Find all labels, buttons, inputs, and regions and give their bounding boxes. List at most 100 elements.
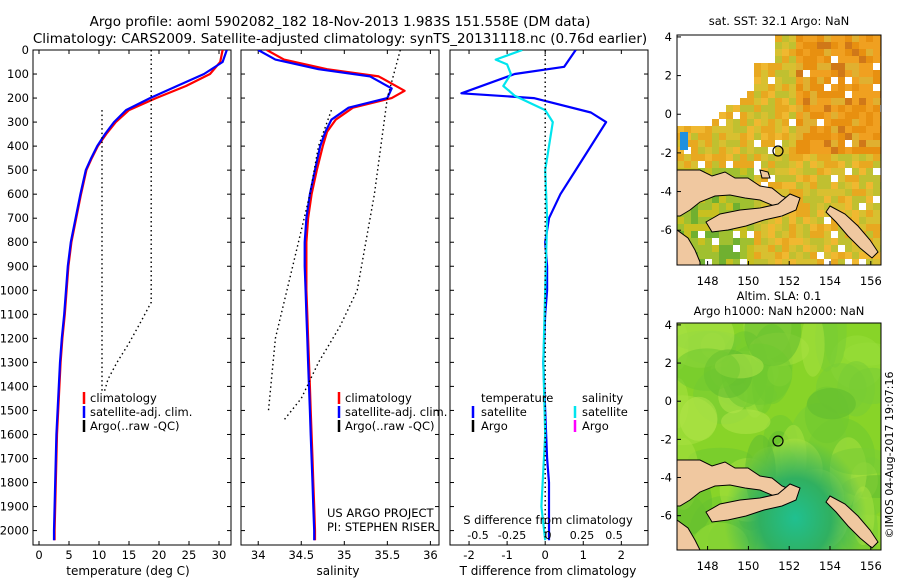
- sst-cell: [810, 133, 817, 140]
- sst-cell: [719, 259, 726, 265]
- sst-cell: [873, 189, 880, 196]
- sst-cell: [705, 245, 712, 252]
- sst-cell: [817, 70, 824, 77]
- sst-cell: [831, 161, 838, 168]
- sst-cell: [768, 126, 775, 133]
- sst-cell: [768, 252, 775, 259]
- sst-cell: [719, 161, 726, 168]
- sst-cell: [740, 203, 747, 210]
- difference-plot-frame: [449, 49, 649, 546]
- sst-cell: [824, 70, 831, 77]
- sst-cell: [789, 56, 796, 63]
- s-tick-label: -0.5: [467, 529, 488, 542]
- sst-cell: [873, 252, 880, 259]
- sst-cell: [845, 210, 852, 217]
- sst-cell: [859, 189, 866, 196]
- temperature-plot-frame: [32, 49, 232, 546]
- sst-cell: [824, 231, 831, 238]
- sst-cell: [866, 70, 873, 77]
- sst-cell: [782, 189, 789, 196]
- sst-cell: [859, 35, 866, 42]
- sst-cell: [740, 168, 747, 175]
- sst-cell: [845, 147, 852, 154]
- sst-cell: [747, 175, 754, 182]
- sst-cell: [789, 154, 796, 161]
- sst-cell: [754, 133, 761, 140]
- sst-cell: [789, 252, 796, 259]
- y-tick-label: 0: [22, 43, 29, 57]
- y-tick-label: 1900: [0, 500, 29, 514]
- y-tick-label: 1400: [0, 379, 29, 393]
- sst-cell: [803, 238, 810, 245]
- sst-cell: [859, 91, 866, 98]
- sst-cell: [803, 245, 810, 252]
- sst-cell: [810, 56, 817, 63]
- sst-cell: [740, 140, 747, 147]
- sst-cell: [831, 112, 838, 119]
- map-x-tick-label: 150: [737, 559, 759, 573]
- sst-cell: [810, 119, 817, 126]
- sst-cell: [873, 70, 880, 77]
- sst-cell: [761, 126, 768, 133]
- map-y-tick-label: -6: [661, 509, 672, 523]
- sst-cell: [873, 182, 880, 189]
- sst-cell: [712, 126, 719, 133]
- sst-cell: [810, 259, 817, 265]
- sst-cell: [824, 56, 831, 63]
- sst-cell: [845, 182, 852, 189]
- argo-position-marker: [772, 145, 784, 157]
- x-tick-label: 20: [152, 548, 167, 562]
- sst-cell: [866, 133, 873, 140]
- x-tick-label: 0: [35, 548, 42, 562]
- sst-cell: [824, 49, 831, 56]
- figure-title-line1: Argo profile: aoml 5902082_182 18-Nov-20…: [90, 14, 591, 30]
- sst-cell: [817, 63, 824, 70]
- sst-cell: [838, 63, 845, 70]
- sst-cell: [705, 203, 712, 210]
- sst-cell: [803, 49, 810, 56]
- copyright-stamp: ©IMOS 04-Aug-2017 19:07:16: [883, 372, 896, 539]
- sst-cell: [796, 56, 803, 63]
- sst-cell: [754, 231, 761, 238]
- sst-cell: [817, 77, 824, 84]
- sst-cell: [838, 196, 845, 203]
- sst-cell: [838, 147, 845, 154]
- sst-cell: [845, 63, 852, 70]
- s-difference-label: S difference from climatology: [463, 513, 633, 527]
- sst-cell: [691, 133, 698, 140]
- sst-cell: [768, 98, 775, 105]
- sst-cell: [733, 140, 740, 147]
- sst-cell: [831, 70, 838, 77]
- sst-cell: [866, 175, 873, 182]
- sst-cell: [866, 84, 873, 91]
- sst-cell: [796, 175, 803, 182]
- figure-title-line2: Climatology: CARS2009. Satellite-adjuste…: [33, 31, 647, 47]
- sst-cell: [733, 252, 740, 259]
- sst-cell: [747, 161, 754, 168]
- sst-cell: [789, 210, 796, 217]
- sst-cell: [866, 189, 873, 196]
- sst-cell: [789, 133, 796, 140]
- sst-cell: [873, 91, 880, 98]
- sst-cell: [859, 182, 866, 189]
- sst-cell: [775, 56, 782, 63]
- sst-cell: [845, 112, 852, 119]
- sst-cell: [810, 161, 817, 168]
- sst-cell: [810, 126, 817, 133]
- series-line: [53, 50, 224, 541]
- series-line: [257, 50, 393, 541]
- sst-cell: [705, 238, 712, 245]
- sst-cell: [803, 133, 810, 140]
- sst-cell: [789, 238, 796, 245]
- s-tick-label: 0.5: [605, 529, 623, 542]
- sst-cell: [740, 161, 747, 168]
- sst-cell: [838, 168, 845, 175]
- sst-cell: [677, 154, 684, 161]
- sst-cell: [873, 210, 880, 217]
- sst-cell: [824, 119, 831, 126]
- sst-cell: [705, 231, 712, 238]
- sst-cell: [873, 112, 880, 119]
- sst-cell: [775, 161, 782, 168]
- sla-map-axes: 148 150 152 154 156 4 2 0 -2 -4 -6: [661, 318, 882, 573]
- sst-cell: [789, 91, 796, 98]
